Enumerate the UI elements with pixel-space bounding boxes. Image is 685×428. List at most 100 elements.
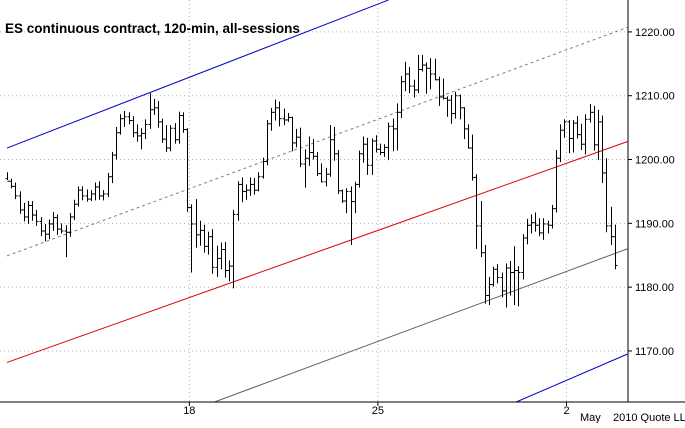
ohlc-bar	[407, 67, 412, 94]
trendline-bottom	[516, 353, 628, 402]
ohlc-bar	[269, 107, 274, 131]
ohlc-bar	[349, 186, 354, 246]
ohlc-bar	[609, 206, 614, 246]
ohlc-bar	[227, 260, 232, 282]
ohlc-bar	[43, 223, 48, 242]
ohlc-bar	[252, 178, 257, 195]
ohlc-bar	[143, 119, 148, 140]
ohlc-bar	[51, 211, 56, 231]
ohlc-bar	[139, 128, 144, 150]
ohlc-bar	[592, 105, 597, 151]
ohlc-bar	[558, 124, 563, 163]
ohlc-bar	[600, 115, 605, 184]
ohlc-bar	[34, 209, 39, 226]
ohlc-bar	[332, 126, 337, 161]
ohlc-bar	[168, 125, 173, 152]
ohlc-bar	[97, 181, 102, 200]
ohlc-bar	[512, 246, 517, 306]
trendline-upper	[6, 0, 389, 149]
ohlc-bar	[135, 124, 140, 142]
ohlc-bar	[340, 189, 345, 203]
ohlc-bar	[344, 188, 349, 214]
ohlc-bar	[554, 149, 559, 213]
ohlc-bar	[357, 150, 362, 188]
ohlc-bar	[189, 204, 194, 273]
ohlc-bar	[336, 149, 341, 194]
ohlc-bar	[315, 151, 320, 177]
ohlc-bar	[458, 94, 463, 120]
ohlc-bar	[303, 149, 308, 188]
ohlc-bar	[424, 62, 429, 94]
ohlc-bar	[613, 224, 618, 270]
x-tick-label: 2	[563, 405, 569, 417]
ohlc-bar	[529, 214, 534, 234]
price-bars	[5, 54, 618, 308]
x-axis-ticks: 18 25 2	[183, 402, 570, 417]
ohlc-bar	[370, 138, 375, 175]
trendline-lower	[214, 248, 628, 402]
ohlc-bar	[93, 182, 98, 201]
chart-title: ES continuous contract, 120-min, all-ses…	[5, 21, 300, 36]
ohlc-bar	[324, 167, 329, 187]
grid	[0, 0, 628, 402]
ohlc-bar	[101, 190, 106, 201]
ohlc-bar	[13, 182, 18, 200]
ohlc-bar	[537, 218, 542, 237]
ohlc-bar	[504, 263, 509, 308]
ohlc-bar	[437, 76, 442, 106]
ohlc-bar	[307, 136, 312, 166]
ohlc-bar	[583, 114, 588, 155]
ohlc-bar	[30, 201, 35, 221]
ohlc-bar	[328, 125, 333, 177]
ohlc-bar	[47, 219, 52, 240]
ohlc-bar	[521, 234, 526, 280]
ohlc-bar	[114, 126, 119, 160]
ohlc-bar	[391, 118, 396, 152]
ohlc-bar	[265, 119, 270, 166]
ohlc-bar	[286, 112, 291, 122]
ohlc-bar	[85, 189, 90, 202]
ohlc-bar	[277, 101, 282, 127]
ohlc-bar	[256, 172, 261, 192]
ohlc-bar	[223, 241, 228, 278]
ohlc-bar	[466, 124, 471, 149]
ohlc-bar	[22, 202, 27, 222]
ohlc-bar	[294, 128, 299, 148]
ohlc-bar	[319, 163, 324, 183]
ohlc-bar	[579, 123, 584, 150]
ohlc-bar	[181, 112, 186, 133]
ohlc-bar	[55, 214, 60, 235]
ohlc-bar	[428, 58, 433, 90]
ohlc-bar	[546, 220, 551, 234]
footer-copyright: 2010 Quote LLC	[613, 412, 685, 423]
ohlc-bar	[76, 186, 81, 207]
ohlc-bar	[236, 181, 241, 221]
trendline-dashed	[6, 26, 628, 257]
ohlc-bar	[433, 58, 438, 81]
ohlc-bar	[122, 111, 127, 127]
ohlc-bar	[487, 276, 492, 306]
ohlc-bar	[374, 135, 379, 153]
ohlc-bar	[219, 242, 224, 270]
trendlines	[6, 0, 628, 402]
ohlc-bar	[533, 212, 538, 232]
y-axis-ticks: 1170.00 1180.00 1190.00 1200.00 1210.00 1220.…	[628, 27, 675, 358]
ohlc-bar	[160, 118, 165, 143]
ohlc-bar	[596, 109, 601, 161]
ohlc-bar	[80, 186, 85, 201]
ohlc-bar	[550, 204, 555, 229]
y-tick-label: 1200.00	[635, 155, 675, 167]
ohlc-bar	[525, 218, 530, 245]
ohlc-bar	[118, 114, 123, 135]
ohlc-bar	[248, 177, 253, 196]
ohlc-bar	[148, 93, 153, 129]
ohlc-bar	[39, 216, 44, 237]
y-tick-label: 1170.00	[635, 346, 674, 358]
ohlc-bar	[72, 199, 77, 221]
ohlc-bar	[353, 181, 358, 214]
ohlc-bar	[445, 96, 450, 117]
ohlc-bar	[202, 224, 207, 253]
